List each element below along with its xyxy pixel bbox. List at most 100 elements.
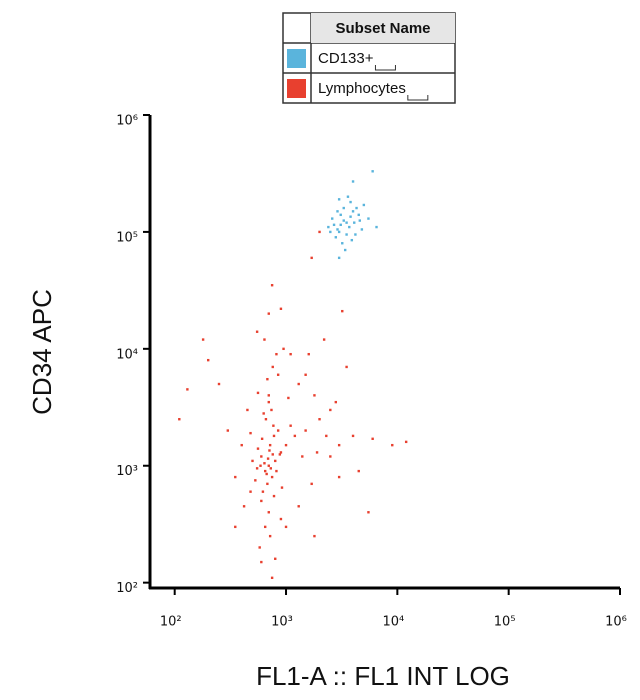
- point: [270, 475, 274, 479]
- point: [351, 434, 355, 438]
- x-tick-label: 10⁶: [605, 615, 627, 630]
- point: [318, 418, 321, 421]
- point: [287, 396, 290, 400]
- point: [342, 219, 345, 222]
- point: [255, 330, 259, 333]
- point: [226, 429, 230, 432]
- point: [262, 412, 265, 415]
- point: [332, 223, 336, 227]
- y-axis-title: CD34 APC: [27, 289, 57, 415]
- point: [345, 233, 348, 236]
- point: [260, 437, 264, 440]
- point: [201, 338, 205, 341]
- point: [336, 228, 339, 231]
- point: [325, 434, 328, 438]
- point: [348, 225, 351, 229]
- point: [351, 210, 355, 213]
- point: [289, 424, 292, 427]
- point: [315, 451, 319, 454]
- point: [272, 434, 276, 438]
- point: [242, 505, 246, 508]
- y-tick-label: 10⁴: [116, 347, 138, 362]
- legend-label: Lymphocytes: [318, 80, 406, 97]
- point: [279, 451, 283, 454]
- point: [337, 475, 341, 479]
- point: [255, 467, 259, 470]
- point: [345, 221, 348, 224]
- point: [256, 391, 260, 395]
- point: [367, 217, 370, 220]
- point: [371, 170, 374, 173]
- y-tick-label: 10⁵: [116, 230, 138, 245]
- point: [270, 284, 274, 287]
- point: [263, 338, 266, 341]
- point: [354, 233, 357, 236]
- point: [337, 198, 341, 201]
- point: [337, 256, 341, 260]
- legend-title: Subset Name: [335, 20, 430, 37]
- point: [275, 469, 278, 473]
- point: [346, 195, 350, 198]
- point: [345, 365, 348, 369]
- point: [358, 219, 362, 222]
- point: [313, 534, 316, 538]
- point: [276, 429, 280, 432]
- point: [186, 388, 189, 391]
- point: [263, 462, 266, 465]
- x-tick-label: 10²: [160, 615, 182, 630]
- point: [266, 457, 270, 460]
- point: [246, 408, 249, 412]
- point: [270, 576, 274, 580]
- point: [269, 467, 273, 470]
- legend-swatch: [287, 49, 306, 68]
- point: [260, 499, 263, 503]
- point: [371, 437, 374, 440]
- point: [293, 434, 297, 438]
- point: [259, 464, 262, 467]
- point: [289, 352, 292, 356]
- point: [240, 443, 243, 447]
- point: [375, 225, 378, 229]
- point: [349, 200, 352, 204]
- point: [337, 443, 341, 447]
- point: [267, 394, 270, 397]
- legend: Subset Name: [282, 12, 456, 104]
- point: [336, 210, 339, 213]
- point: [355, 206, 358, 210]
- point: [234, 475, 237, 479]
- point: [268, 443, 272, 447]
- point: [307, 352, 310, 356]
- plot-area: [178, 170, 408, 580]
- legend-header-bg: [311, 13, 455, 43]
- point: [234, 525, 237, 529]
- point: [267, 312, 270, 315]
- point: [267, 464, 270, 467]
- point: [266, 482, 269, 486]
- point: [310, 256, 313, 260]
- point: [251, 459, 254, 463]
- point: [329, 408, 332, 412]
- point: [274, 557, 277, 560]
- point: [341, 242, 344, 245]
- point: [284, 525, 288, 529]
- point: [284, 443, 288, 447]
- point: [278, 453, 282, 456]
- point: [268, 534, 272, 538]
- point: [279, 517, 283, 521]
- point: [274, 459, 277, 463]
- y-tick-label: 10²: [116, 581, 138, 596]
- point: [261, 490, 265, 493]
- point: [304, 373, 307, 376]
- point: [343, 248, 347, 252]
- point: [334, 400, 338, 404]
- y-tick-label: 10³: [116, 464, 138, 479]
- point: [334, 236, 338, 239]
- point: [313, 394, 316, 397]
- point: [280, 486, 284, 489]
- point: [337, 230, 341, 234]
- point: [367, 511, 370, 514]
- point: [249, 431, 252, 435]
- x-tick-label: 10³: [271, 615, 293, 630]
- point: [301, 455, 304, 458]
